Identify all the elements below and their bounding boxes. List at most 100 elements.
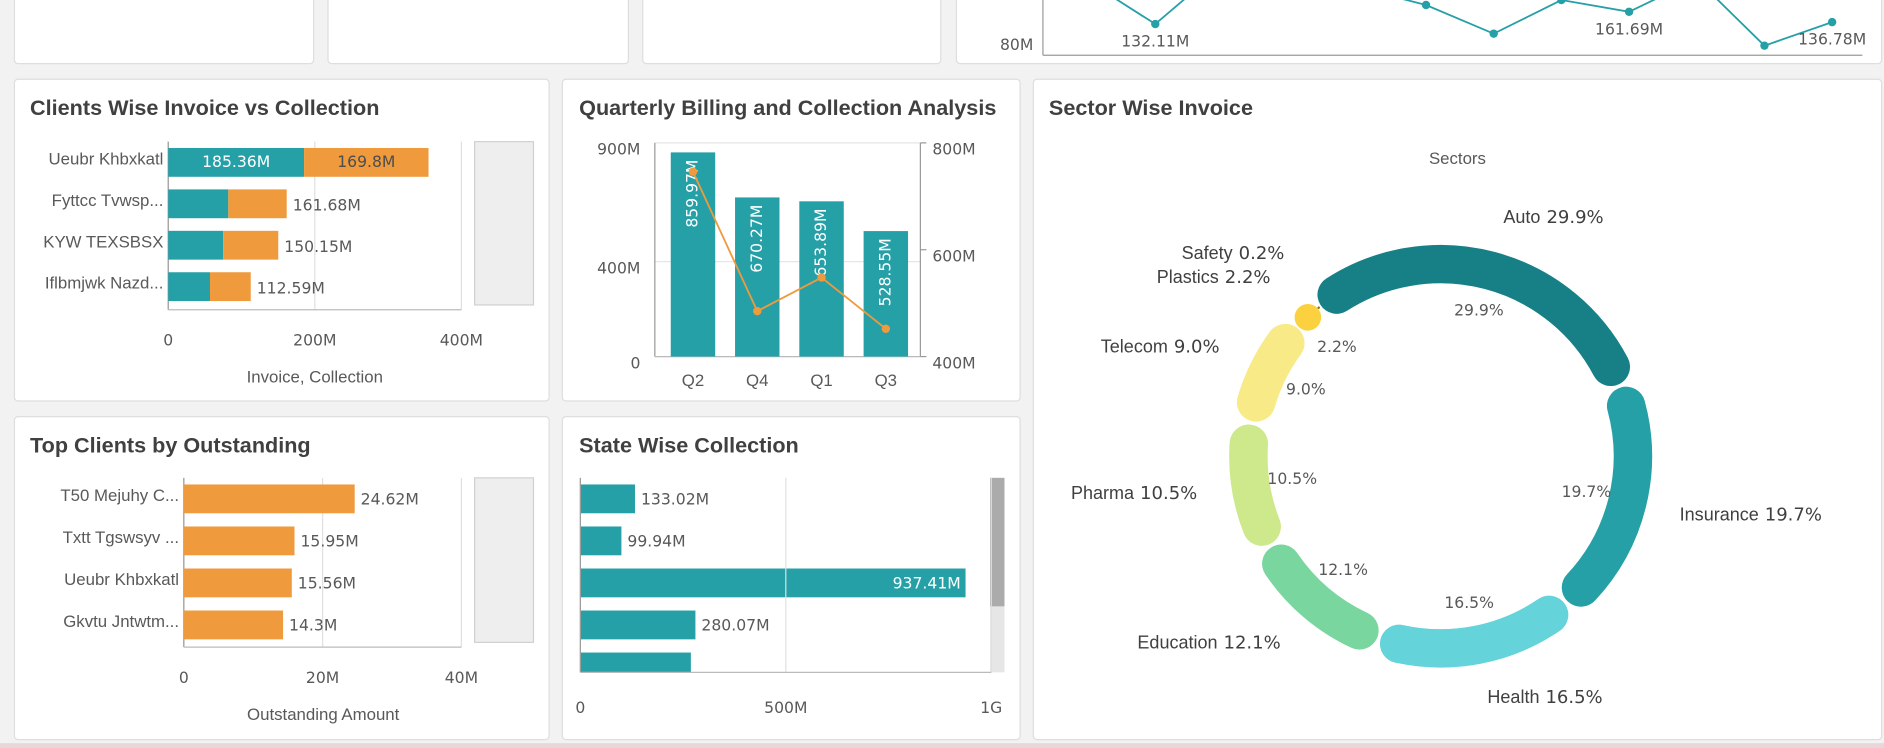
value-label: 2.2% [1225,267,1271,288]
mini-scroll[interactable] [474,477,535,643]
data-label: 185.36M [202,153,270,171]
data-label: 169.8M [337,153,395,171]
inner-label: 2.2% [1317,338,1357,356]
y-tick-label: T50 Mejuhy C... [60,486,179,505]
x-tick-label: Q2 [682,371,704,390]
chart-title: Quarterly Billing and Collection Analysi… [579,95,996,120]
point [1489,29,1498,38]
y-tick-label: 0 [630,354,640,372]
outer-label: Insurance 19.7% [1680,504,1822,525]
x-tick-label: Q1 [810,371,832,390]
x-tick-label: 40M [445,669,478,687]
y2-tick-label: 800M [932,141,975,159]
donut-segment [1561,386,1653,607]
bar-segment [304,147,429,177]
x-tick-label: Q3 [875,371,897,390]
card [327,0,630,65]
value-label: 16.5% [1545,687,1602,708]
bar-segment [168,230,224,260]
x-tick-label: 0 [163,331,173,349]
data-label: 653.89M [812,209,830,277]
bar-area: 133.02M 99.94M 937.41M 280.07M [580,484,966,673]
category-name: Safety [1182,243,1233,263]
data-label: 937.41M [893,575,961,593]
y-tick-label: Iflbmjwk Nazd... [45,274,164,293]
bar-segment [209,272,251,302]
bar [183,526,295,556]
point [1421,0,1431,10]
value-label: 29.9% [1546,207,1603,228]
point [1827,17,1837,27]
data-label: 528.55M [876,238,894,306]
card [13,0,315,65]
x-tick-label: 1G [980,699,1002,717]
outer-label: Education 12.1% [1137,632,1280,653]
y-tick-label: 400M [597,259,640,277]
data-label: 136.78M [1798,31,1866,49]
inner-label: 19.7% [1562,483,1612,501]
bar [670,152,716,357]
card [561,78,1021,402]
series-line [692,171,887,330]
value-label: 9.0% [1174,337,1220,358]
bar [183,610,284,640]
donut-segment [1317,244,1631,387]
data-label: 161.69M [1595,20,1663,38]
data-label: 15.56M [298,575,356,593]
line-chart: 132.11M 161.69M 136.78M [1042,0,1866,56]
point [753,306,762,316]
y2-tick-label: 400M [932,354,975,372]
y-tick-label: Txtt Tgswsyv ... [63,528,179,547]
bar [580,568,966,598]
data-label: 24.62M [361,491,419,509]
outer-label: Safety 0.2% [1182,243,1285,264]
inner-label: 12.1% [1318,561,1368,579]
value-label: 10.5% [1140,483,1197,504]
outer-label: Telecom 9.0% [1101,336,1220,357]
value-label: 19.7% [1765,505,1822,526]
mini-scroll[interactable] [474,141,535,306]
data-label: 133.02M [641,491,709,509]
x-tick-label: 0 [179,669,189,687]
series-line [1115,0,1833,47]
value-label: 12.1% [1224,632,1281,653]
data-label: 280.07M [701,617,769,635]
x-axis-label: Invoice, Collection [247,368,383,387]
inner-label: 9.0% [1286,381,1326,399]
donut-segment [1229,424,1281,546]
bottom-strip [0,743,1884,748]
y-tick-label: Ueubr Khbxkatl [49,149,164,168]
chart-title: State Wise Collection [579,432,799,457]
total-label: 150.15M [284,238,352,256]
donut-segment [1236,323,1305,422]
y-tick-label: Gkvtu Jntwtm... [63,612,179,631]
card [955,0,1883,65]
donut-segment [1379,595,1569,668]
data-label: 14.3M [289,617,337,635]
category-name: Health [1487,687,1539,707]
y2-tick-label: 600M [932,247,975,265]
bar [580,610,696,640]
point [1151,19,1160,29]
y-tick-label: 80M [1000,36,1033,54]
scrollbar-thumb[interactable] [990,477,1005,607]
bar-segment [228,189,287,219]
outer-label: Pharma 10.5% [1071,483,1197,504]
x-axis-label: Outstanding Amount [247,705,400,724]
inner-label: 16.5% [1444,594,1494,612]
x-tick-label: 500M [764,699,807,717]
bar-segment [168,147,305,177]
outer-label: Auto 29.9% [1503,207,1603,228]
bar [580,526,622,556]
data-label: 859.97M [683,160,701,228]
category-name: Auto [1503,207,1540,227]
point [881,324,891,334]
chart-title: Clients Wise Invoice vs Collection [30,95,379,120]
chart-title: Top Clients by Outstanding [30,432,311,457]
point [1624,7,1634,16]
bar-segment [223,230,279,260]
bar [580,484,636,514]
bar [183,484,355,514]
category-name: Insurance [1680,504,1759,524]
